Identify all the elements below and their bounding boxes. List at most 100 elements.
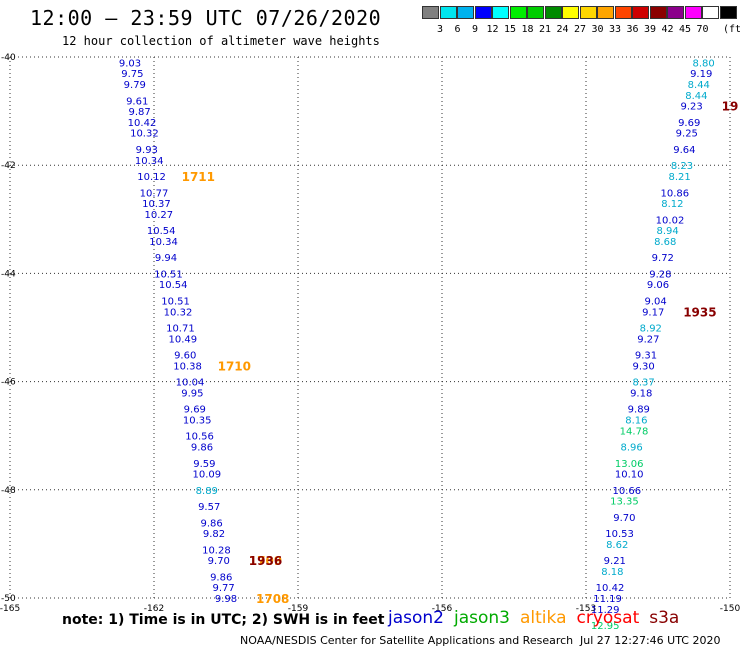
- x-tick-label: -156: [432, 604, 453, 614]
- x-tick-label: -159: [288, 604, 309, 614]
- color-scale-label: 27: [573, 24, 587, 35]
- wave-height-label: 10.49: [168, 334, 197, 345]
- wave-height-label: 8.92: [640, 324, 662, 335]
- wave-height-label: 10.34: [135, 156, 164, 167]
- y-tick-label: -44: [1, 269, 16, 279]
- wave-height-label: 10.42: [128, 118, 157, 129]
- wave-height-label: 10.51: [161, 296, 190, 307]
- wave-height-label: 10.71: [166, 324, 195, 335]
- wave-height-label: 10.86: [660, 188, 689, 199]
- satellite-legend: jason2 jason3 altika cryosat s3a: [388, 608, 689, 628]
- time-label: 1936: [249, 554, 282, 568]
- wave-height-label: 10.66: [612, 486, 641, 497]
- wave-height-label: 9.21: [604, 556, 626, 567]
- wave-height-label: 10.09: [192, 470, 221, 481]
- wave-height-label: 9.79: [124, 80, 146, 91]
- color-scale-label: 6: [454, 24, 461, 35]
- color-swatch: [544, 6, 562, 19]
- wave-height-label: 9.30: [632, 361, 654, 372]
- wave-height-label: 10.32: [164, 307, 193, 318]
- wave-height-label: 9.75: [121, 69, 143, 80]
- wave-height-label: 9.69: [184, 405, 206, 416]
- wave-height-label: 8.18: [601, 567, 623, 578]
- time-label: 1935: [683, 305, 716, 319]
- wave-height-label: 9.17: [642, 307, 664, 318]
- color-swatch: [562, 6, 579, 19]
- legend-jason3: jason3: [454, 608, 510, 628]
- color-scale-label: 3: [436, 24, 444, 35]
- color-scale-label: 45: [678, 24, 692, 35]
- time-label: 1708: [256, 592, 289, 606]
- wave-height-label: 9.31: [635, 351, 657, 362]
- wave-height-label: 9.25: [676, 129, 698, 140]
- chart-title: 12:00 – 23:59 UTC 07/26/2020: [30, 6, 382, 30]
- color-swatch: [492, 6, 509, 19]
- color-scale-label: 30: [591, 24, 604, 35]
- color-swatch: [684, 6, 702, 19]
- wave-height-label: 8.80: [692, 58, 714, 69]
- color-scale-label: 18: [521, 24, 534, 35]
- wave-height-label: 14.78: [620, 426, 649, 437]
- note-text: note: 1) Time is in UTC; 2) SWH is in fe…: [62, 612, 385, 628]
- color-swatch: [632, 6, 649, 19]
- color-swatch: [649, 6, 667, 19]
- wave-height-label: 8.44: [688, 80, 710, 91]
- wave-height-label: 9.89: [628, 405, 650, 416]
- wave-height-label: 9.77: [212, 583, 234, 594]
- wave-height-label: 10.04: [176, 378, 205, 389]
- wave-height-label: 9.57: [198, 502, 220, 513]
- wave-height-label: 9.82: [203, 529, 225, 540]
- color-scale-unit: (ft): [723, 24, 740, 35]
- time-label: 1711: [182, 170, 215, 184]
- wave-height-label: 9.06: [647, 280, 669, 291]
- wave-height-label: 10.37: [142, 199, 171, 210]
- wave-height-label: 10.10: [615, 470, 644, 481]
- wave-height-label: 8.23: [671, 161, 693, 172]
- wave-height-label: 8.21: [668, 172, 690, 183]
- wave-height-label: 9.86: [200, 518, 222, 529]
- y-tick-label: -42: [1, 161, 16, 171]
- wave-height-label: 8.94: [656, 226, 678, 237]
- wave-height-label: 9.95: [181, 388, 203, 399]
- wave-height-label: 10.32: [130, 129, 159, 140]
- wave-height-label: 9.64: [673, 145, 695, 156]
- wave-height-label: 10.38: [173, 361, 202, 372]
- wave-height-label: 9.94: [155, 253, 177, 264]
- wave-height-label: 8.16: [625, 415, 647, 426]
- wave-height-label: 9.72: [652, 253, 674, 264]
- wave-height-label: 10.51: [154, 269, 183, 280]
- color-swatch: [702, 6, 719, 19]
- color-scale-label: 39: [643, 24, 657, 35]
- x-tick-label: -153: [576, 604, 596, 614]
- color-scale-label: 24: [556, 24, 569, 35]
- color-swatch: [597, 6, 614, 19]
- wave-height-label: 9.98: [215, 594, 237, 605]
- wave-height-label: 10.77: [140, 188, 169, 199]
- legend-s3a: s3a: [649, 608, 680, 628]
- wave-height-label: 9.23: [680, 102, 702, 113]
- color-swatch: [474, 6, 492, 19]
- wave-height-label: 10.12: [137, 172, 166, 183]
- wave-height-label: 8.62: [606, 540, 628, 551]
- color-swatch: [579, 6, 597, 19]
- wave-height-label: 9.04: [644, 296, 666, 307]
- color-scale-label: 36: [626, 24, 639, 35]
- wave-height-label: 10.42: [596, 583, 625, 594]
- wave-height-label: 9.87: [128, 107, 150, 118]
- legend-cryosat: cryosat: [576, 608, 640, 628]
- wave-height-label: 8.89: [196, 486, 218, 497]
- legend-altika: altika: [520, 608, 567, 628]
- wave-height-label: 10.56: [185, 432, 214, 443]
- time-label: 1709: [249, 554, 282, 568]
- wave-height-label: 10.35: [183, 415, 212, 426]
- color-scale-label: 15: [503, 24, 517, 35]
- wave-height-label: 9.18: [630, 388, 652, 399]
- color-swatch: [509, 6, 527, 19]
- time-label: 19: [722, 100, 739, 114]
- wave-height-label: 12.95: [591, 621, 620, 632]
- wave-height-label: 9.03: [119, 58, 141, 69]
- wave-height-label: 13.06: [615, 459, 644, 470]
- wave-height-label: 9.70: [208, 556, 230, 567]
- wave-height-label: 10.54: [147, 226, 176, 237]
